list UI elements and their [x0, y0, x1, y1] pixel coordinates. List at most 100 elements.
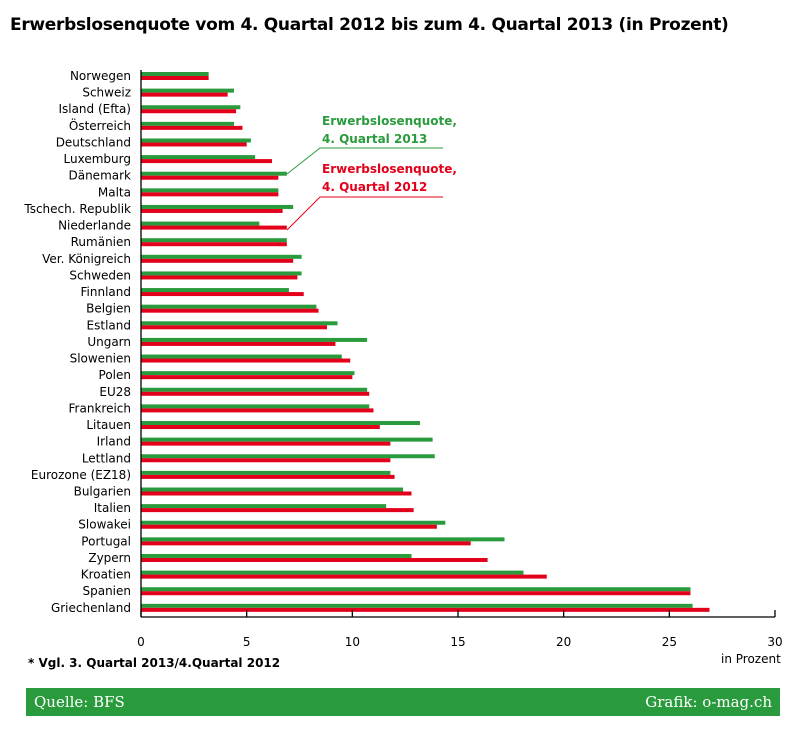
x-tick-label: 30 — [767, 635, 782, 649]
bar-2013 — [141, 354, 342, 359]
bar-2012 — [141, 541, 471, 546]
bar-2012 — [141, 142, 247, 147]
bar-2013 — [141, 171, 287, 176]
chart-title: Erwerbslosenquote vom 4. Quartal 2012 bi… — [10, 15, 729, 35]
bar-2013 — [141, 570, 524, 575]
bar-2012 — [141, 109, 237, 114]
bar-2013 — [141, 105, 241, 110]
bar-2012 — [141, 508, 414, 513]
bar-2013 — [141, 238, 287, 243]
category-label: Slowenien — [70, 352, 131, 366]
bar-2013 — [141, 204, 294, 209]
category-label: Eurozone (EZ18) — [31, 468, 131, 482]
bar-2013 — [141, 188, 279, 193]
bar-2012 — [141, 92, 228, 97]
category-label: Schweden — [69, 268, 131, 282]
category-label: Slowakei — [78, 518, 131, 532]
category-label: Island (Efta) — [58, 102, 131, 116]
bar-2013 — [141, 387, 368, 392]
x-tick-label: 0 — [137, 635, 145, 649]
bar-chart: Norwegen Schweiz Island (Efta)Österreich De… — [23, 69, 782, 649]
bar-2013 — [141, 553, 412, 558]
bar-2012 — [141, 308, 319, 313]
category-label: Ver. Königreich — [42, 252, 131, 266]
category-label: Spanien — [82, 584, 131, 598]
bar-2012 — [141, 441, 391, 446]
bar-2012 — [141, 391, 370, 396]
bar-2012 — [141, 125, 243, 130]
bar-2012 — [141, 474, 395, 479]
bar-2012 — [141, 325, 327, 330]
category-label: Norwegen — [70, 69, 131, 83]
category-label: Litauen — [86, 418, 131, 432]
category-label: Malta — [98, 185, 131, 199]
bar-2012 — [141, 159, 273, 164]
legend-leader-line — [286, 196, 443, 231]
footer-bar: Quelle: BFS Grafik: o-mag.ch — [26, 688, 780, 716]
category-label: Rumänien — [71, 235, 131, 249]
category-label: Schweiz — [82, 86, 131, 100]
bar-2013 — [141, 304, 317, 309]
bar-2012 — [141, 275, 298, 280]
category-label: Belgien — [86, 302, 131, 316]
bar-2013 — [141, 487, 404, 492]
bar-2013 — [141, 454, 435, 459]
category-label: Luxemburg — [64, 152, 131, 166]
x-tick-label: 25 — [662, 635, 677, 649]
bar-2013 — [141, 421, 420, 426]
bar-2013 — [141, 155, 256, 160]
bar-2013 — [141, 288, 289, 293]
bar-2013 — [141, 520, 446, 525]
category-label: Zypern — [88, 551, 131, 565]
category-label: Lettland — [82, 451, 131, 465]
x-tick-label: 20 — [556, 635, 571, 649]
footnote: * Vgl. 3. Quartal 2013/4.Quartal 2012 — [28, 656, 281, 670]
bar-2012 — [141, 258, 294, 263]
category-label: Österreich — [69, 117, 131, 133]
category-label: Polen — [99, 368, 131, 382]
bar-2013 — [141, 221, 260, 226]
bar-2013 — [141, 404, 370, 409]
bar-2013 — [141, 603, 693, 608]
bar-2012 — [141, 491, 412, 496]
bar-2013 — [141, 587, 691, 592]
bar-2012 — [141, 192, 279, 197]
bar-2012 — [141, 375, 353, 380]
legend-label-line1: Erwerbslosenquote, — [322, 162, 457, 176]
bar-2012 — [141, 341, 336, 346]
category-label: Ungarn — [87, 335, 131, 349]
legend-label-line2: 4. Quartal 2012 — [322, 180, 427, 194]
bar-2012 — [141, 358, 351, 363]
category-label: Estland — [87, 318, 131, 332]
legend-label-line2: 4. Quartal 2013 — [322, 132, 427, 146]
bar-2013 — [141, 437, 433, 442]
bar-2012 — [141, 574, 547, 579]
x-tick-label: 5 — [243, 635, 251, 649]
category-label: Finnland — [81, 285, 131, 299]
bar-2013 — [141, 371, 355, 376]
bar-2012 — [141, 425, 380, 430]
category-label: Griechenland — [51, 601, 131, 615]
source-label: Quelle: BFS — [34, 693, 125, 711]
bar-2012 — [141, 591, 691, 596]
bar-2012 — [141, 524, 437, 529]
bar-2013 — [141, 337, 368, 342]
x-axis-label: in Prozent — [721, 652, 781, 666]
category-label: Irland — [97, 435, 131, 449]
bar-2013 — [141, 537, 505, 542]
bar-2012 — [141, 175, 279, 180]
category-label: Niederlande — [58, 219, 131, 233]
category-label: Frankreich — [69, 401, 131, 415]
legend-label-line1: Erwerbslosenquote, — [322, 114, 457, 128]
bar-2013 — [141, 138, 251, 143]
bar-2013 — [141, 88, 234, 93]
bar-2012 — [141, 242, 287, 247]
category-label: Deutschland — [56, 135, 131, 149]
bar-2012 — [141, 208, 283, 213]
bar-2013 — [141, 271, 302, 276]
bar-2012 — [141, 225, 287, 230]
bar-2012 — [141, 292, 304, 297]
bar-2012 — [141, 408, 374, 413]
category-label: Tschech. Republik — [23, 202, 131, 216]
bar-2012 — [141, 458, 391, 463]
